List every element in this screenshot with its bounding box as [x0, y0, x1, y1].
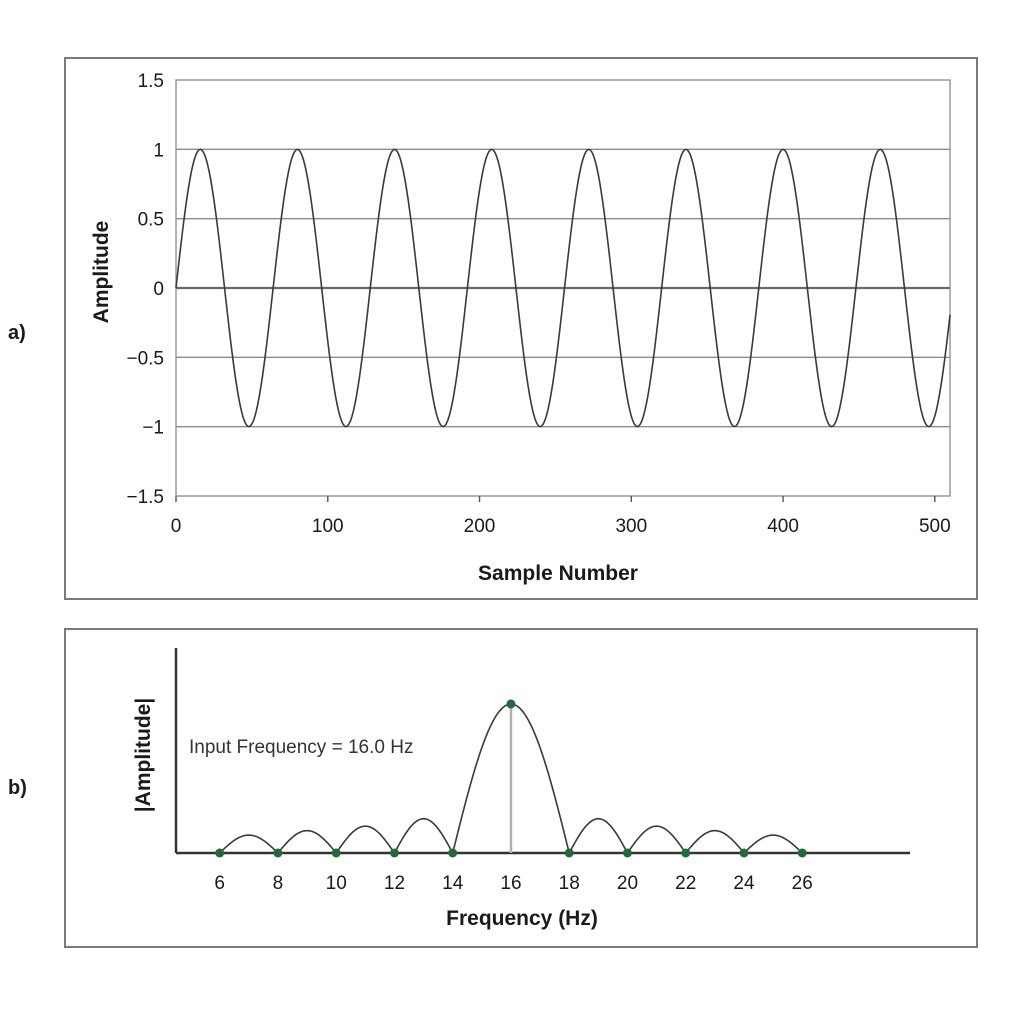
- y-tick-label: −0.5: [126, 348, 164, 369]
- sample-point: [681, 848, 691, 858]
- y-tick-label: 0: [153, 279, 164, 300]
- y-tick-label: −1: [142, 418, 164, 439]
- sample-point: [273, 848, 283, 858]
- x-tick-label: 20: [617, 873, 638, 894]
- sample-point: [331, 848, 341, 858]
- panel-a-x-ticks: 0 100 200 300 400 500: [171, 496, 951, 537]
- y-tick-label: −1.5: [126, 487, 164, 508]
- panel-b-frame: [64, 628, 978, 948]
- panel-b-x-ticks: 6 8 10 12 14 16 18 20 22 24 26: [214, 873, 812, 894]
- x-tick-label: 14: [442, 873, 464, 894]
- panel-b-x-axis-title: Frequency (Hz): [446, 907, 598, 930]
- sample-point: [622, 848, 632, 858]
- sample-point: [739, 848, 749, 858]
- sample-point: [506, 699, 516, 709]
- panel-a-y-ticks: −1.5 −1 −0.5 0 0.5 1 1.5: [126, 71, 164, 508]
- x-tick-label: 24: [733, 873, 755, 894]
- x-tick-label: 0: [171, 516, 182, 537]
- x-tick-label: 10: [326, 873, 347, 894]
- x-tick-label: 22: [675, 873, 696, 894]
- x-tick-label: 400: [767, 516, 799, 537]
- panel-b-y-axis-title: |Amplitude|: [132, 698, 155, 812]
- panel-a-y-axis-title: Amplitude: [90, 221, 113, 324]
- panel-a-label: a): [8, 322, 26, 344]
- x-tick-label: 6: [214, 873, 225, 894]
- panel-b-label: b): [8, 777, 27, 799]
- sample-point: [448, 848, 458, 858]
- x-tick-label: 26: [792, 873, 813, 894]
- x-tick-label: 200: [464, 516, 496, 537]
- x-tick-label: 8: [273, 873, 284, 894]
- x-tick-label: 500: [919, 516, 951, 537]
- x-tick-label: 18: [559, 873, 580, 894]
- x-tick-label: 16: [500, 873, 521, 894]
- y-tick-label: 0.5: [138, 210, 164, 231]
- x-tick-label: 12: [384, 873, 405, 894]
- sine-wave-series: [175, 148, 951, 428]
- input-frequency-annotation: Input Frequency = 16.0 Hz: [189, 737, 413, 758]
- sample-point: [215, 848, 225, 858]
- panel-b-sample-points: [215, 699, 807, 858]
- y-tick-label: 1.5: [138, 71, 164, 92]
- sample-point: [564, 848, 574, 858]
- sample-point: [389, 848, 399, 858]
- x-tick-label: 100: [312, 516, 344, 537]
- sample-point: [797, 848, 807, 858]
- panel-a-x-axis-title: Sample Number: [478, 562, 638, 585]
- x-tick-label: 300: [615, 516, 647, 537]
- y-tick-label: 1: [153, 140, 164, 161]
- panel-a-gridlines: [176, 148, 950, 428]
